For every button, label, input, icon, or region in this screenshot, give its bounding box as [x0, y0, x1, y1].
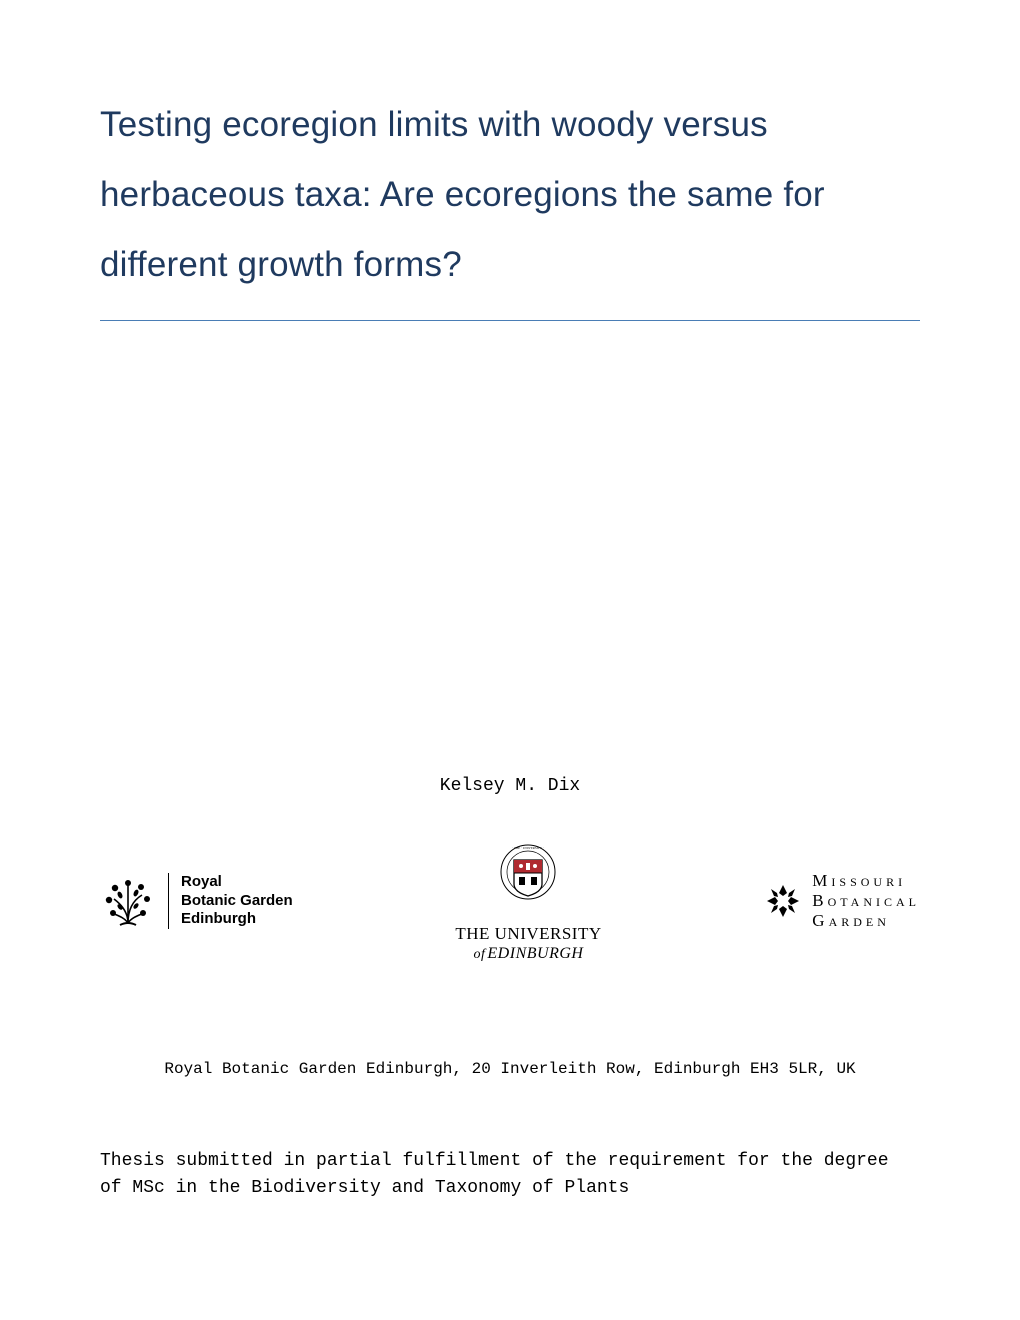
- rbge-line3: Edinburgh: [181, 910, 293, 929]
- thesis-submission-note: Thesis submitted in partial fulfillment …: [100, 1148, 920, 1202]
- mobot-line2: Botanical: [812, 891, 920, 911]
- uoe-logo: · THE · UNIVERSITY · THE UNIVERSITY ofED…: [455, 838, 601, 964]
- uoe-crest-icon: · THE · UNIVERSITY ·: [497, 838, 559, 916]
- institution-address: Royal Botanic Garden Edinburgh, 20 Inver…: [0, 1060, 1020, 1078]
- mobot-line1: Missouri: [812, 871, 920, 891]
- uoe-text: THE UNIVERSITY ofEDINBURGH: [455, 924, 601, 964]
- uoe-line1: THE UNIVERSITY: [455, 924, 601, 944]
- rbge-line1: Royal: [181, 873, 293, 892]
- rbge-separator: [168, 873, 169, 929]
- document-title: Testing ecoregion limits with woody vers…: [100, 90, 920, 300]
- rbge-plant-icon: [100, 873, 156, 929]
- title-rule: [100, 320, 920, 321]
- uoe-of: of: [474, 947, 486, 962]
- rbge-line2: Botanic Garden: [181, 892, 293, 911]
- rbge-logo: Royal Botanic Garden Edinburgh: [100, 873, 293, 929]
- svg-text:· THE · UNIVERSITY ·: · THE · UNIVERSITY ·: [513, 846, 545, 850]
- uoe-edin: EDINBURGH: [487, 945, 583, 962]
- mobot-line3: Garden: [812, 911, 920, 931]
- logo-row: Royal Botanic Garden Edinburgh · THE · U…: [100, 838, 920, 964]
- author-name: Kelsey M. Dix: [0, 776, 1020, 796]
- uoe-line2: ofEDINBURGH: [455, 944, 601, 964]
- mobot-text: Missouri Botanical Garden: [812, 871, 920, 932]
- mobot-logo: Missouri Botanical Garden: [764, 871, 920, 932]
- rbge-text: Royal Botanic Garden Edinburgh: [181, 873, 293, 929]
- page: Testing ecoregion limits with woody vers…: [0, 0, 1020, 1320]
- mobot-flower-icon: [764, 882, 802, 920]
